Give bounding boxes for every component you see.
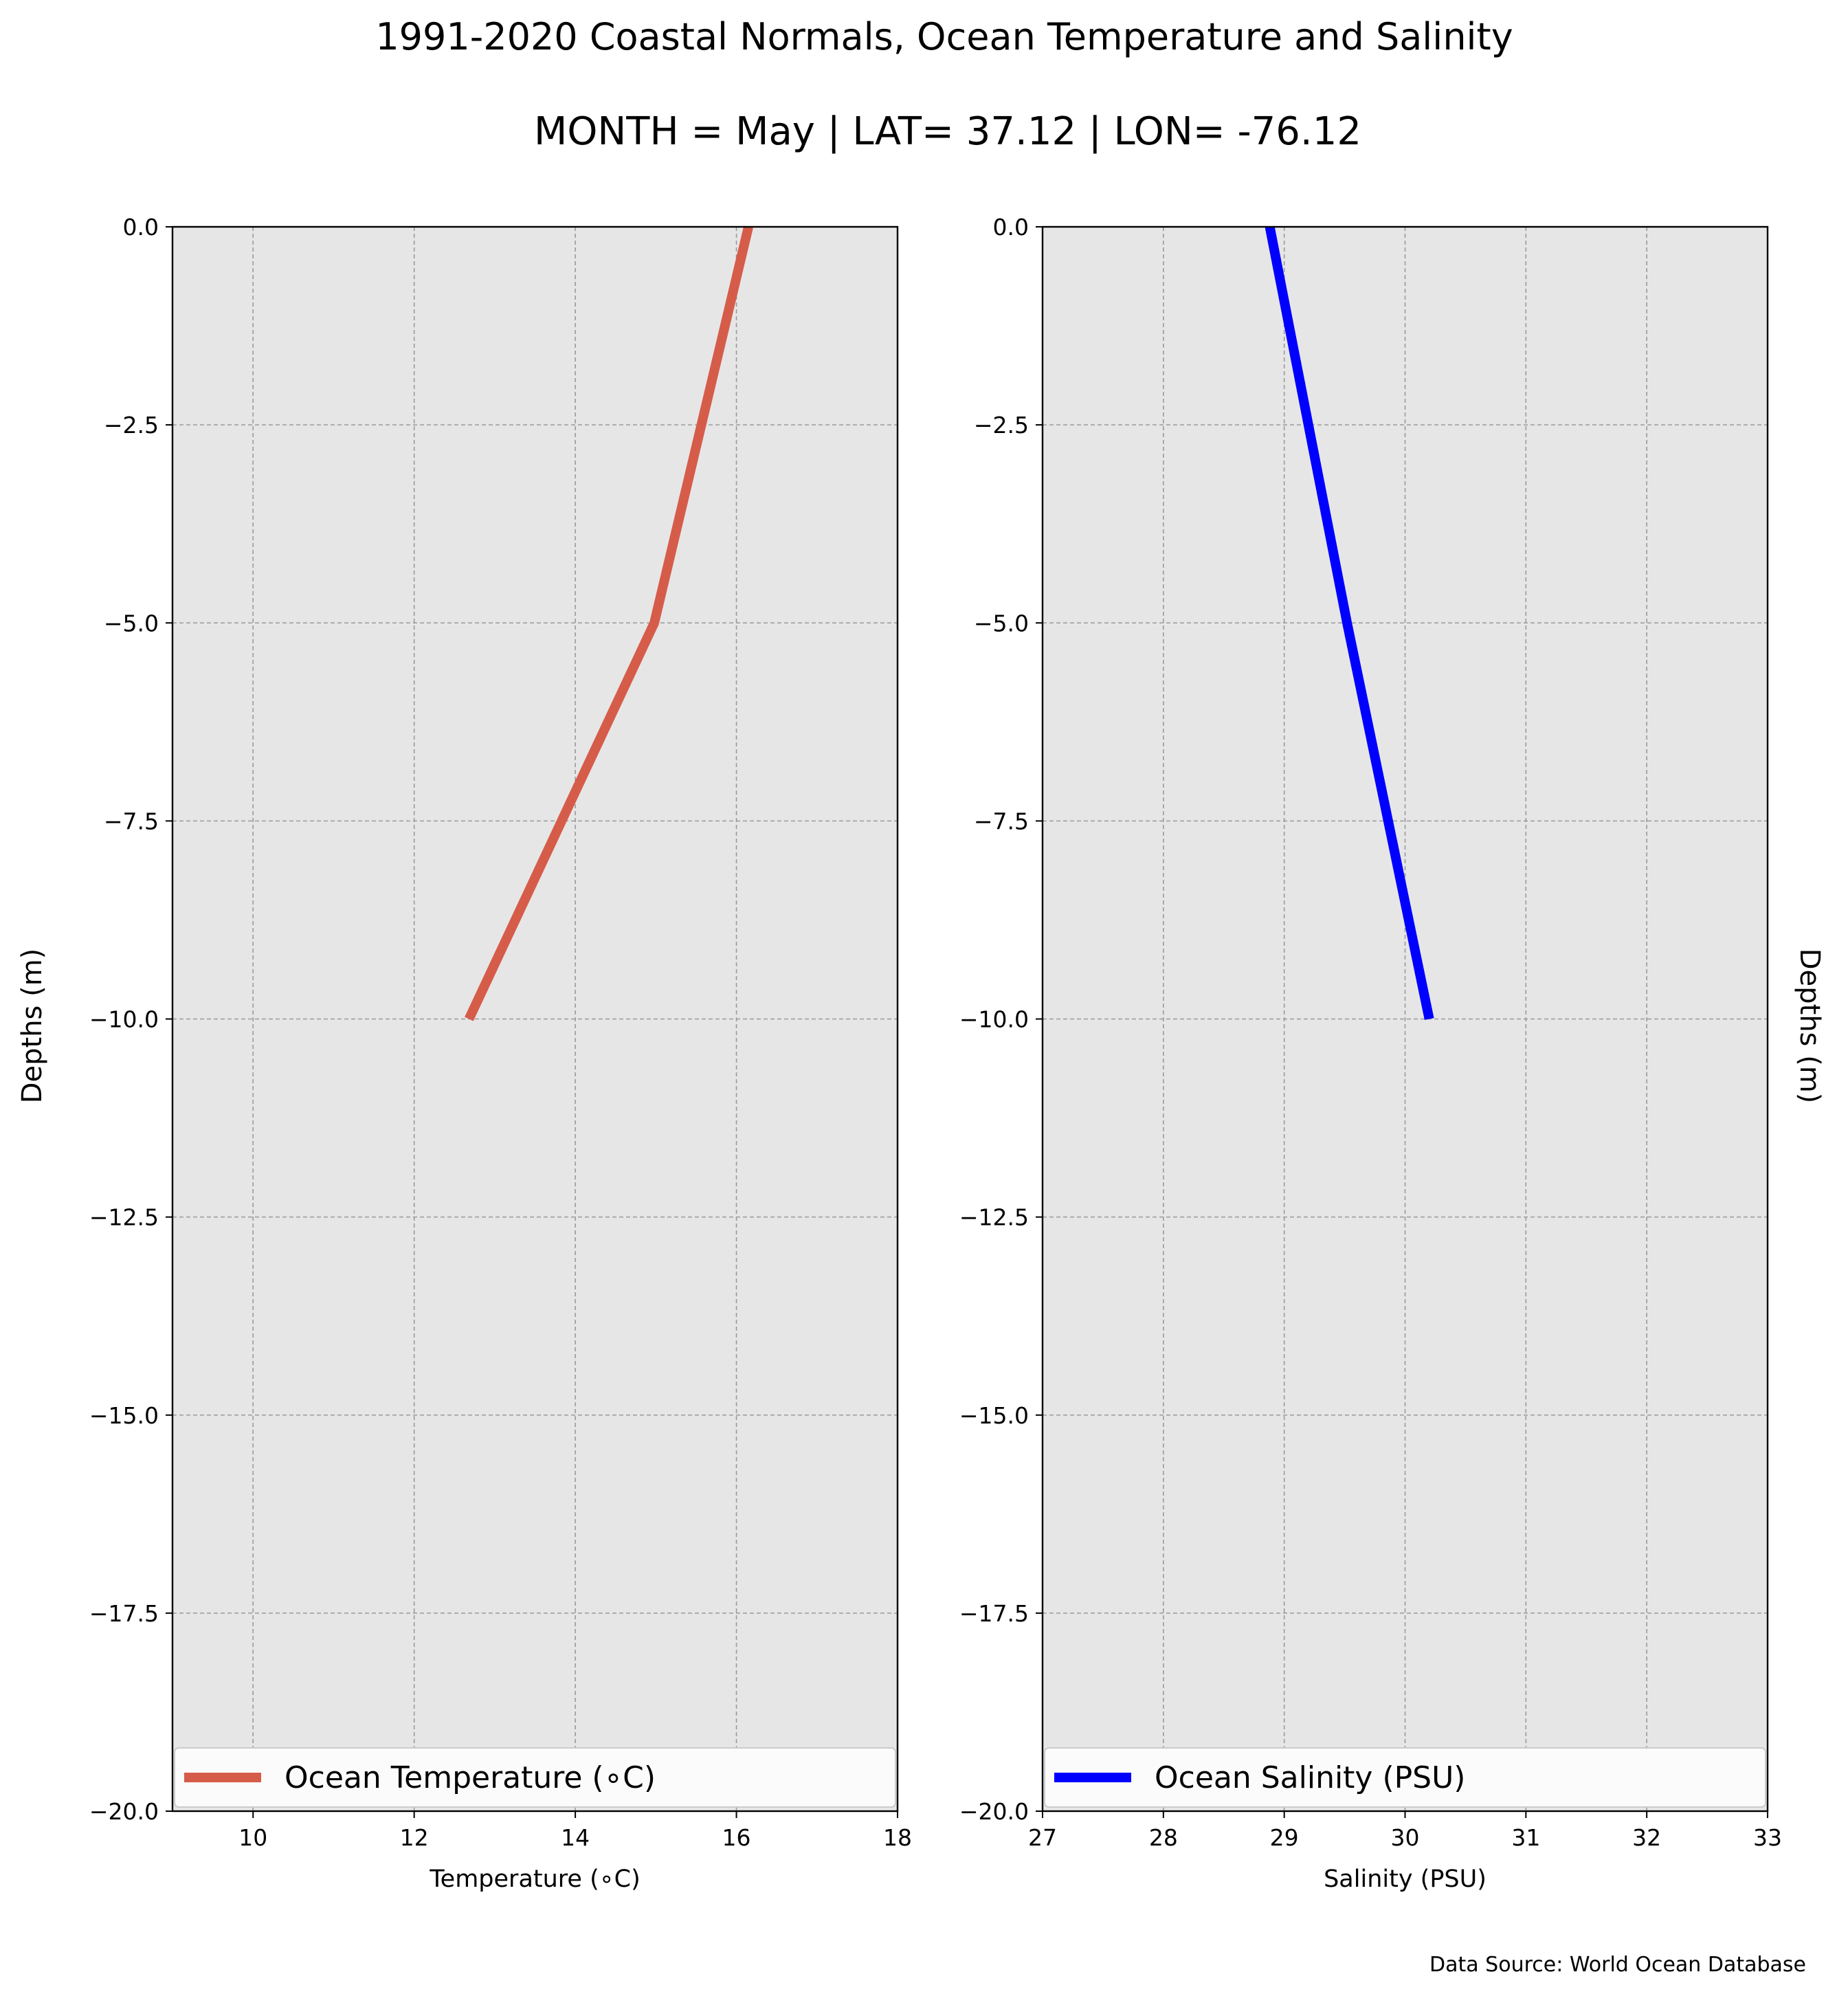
y-axis-label: Depths (m): [16, 949, 48, 1104]
y-tick-label: −17.5: [959, 1600, 1029, 1627]
figure-title: 1991-2020 Coastal Normals, Ocean Tempera…: [375, 15, 1513, 58]
legend-box: [174, 1747, 896, 1808]
x-tick-label: 12: [400, 1824, 429, 1851]
data-source-note: Data Source: World Ocean Database: [1429, 1953, 1806, 1977]
y-tick-label: 0.0: [993, 214, 1029, 241]
legend-label: Ocean Salinity (PSU): [1155, 1760, 1465, 1795]
temperature-panel: 0.0 −2.5 −5.0 −7.5 −10.0 −12.5 −15.0 −17.5 −20.0…: [16, 214, 912, 1893]
y-tick-label: −7.5: [104, 808, 159, 834]
y-tick-label: −2.5: [974, 412, 1029, 439]
series-line: [1265, 225, 1434, 1020]
y-tick-label: −2.5: [104, 412, 159, 439]
y-tick-label: −20.0: [959, 1798, 1029, 1825]
plot-area: [172, 227, 898, 1811]
legend: Ocean Salinity (PSU): [1044, 1747, 1766, 1808]
salinity-panel: 0.0 −2.5 −5.0 −7.5 −10.0 −12.5 −15.0 −17.5 −20.0…: [959, 214, 1825, 1893]
legend-box: [1044, 1747, 1766, 1808]
x-tick-label: 30: [1391, 1824, 1420, 1851]
y-tick-label: −15.0: [959, 1402, 1029, 1429]
y-tick-label: −15.0: [89, 1402, 159, 1429]
x-tick-label: 27: [1028, 1824, 1057, 1851]
y-tick-label: −12.5: [959, 1204, 1029, 1231]
x-tick-label: 33: [1753, 1824, 1782, 1851]
y-tick-label: −5.0: [974, 610, 1029, 636]
x-tick-label: 10: [238, 1824, 267, 1851]
x-tick-label: 16: [722, 1824, 751, 1851]
x-tick-label: 31: [1511, 1824, 1540, 1851]
y-axis-label: Depths (m): [1794, 949, 1825, 1104]
y-tick-label: −10.0: [89, 1006, 159, 1033]
x-tick-label: 29: [1270, 1824, 1299, 1851]
x-axis-label: Temperature (∘C): [429, 1865, 641, 1893]
x-tick-label: 18: [883, 1824, 912, 1851]
legend-label: Ocean Temperature (∘C): [285, 1760, 656, 1795]
y-tick-label: −12.5: [89, 1204, 159, 1231]
x-tick-label: 32: [1632, 1824, 1661, 1851]
y-tick-label: −7.5: [974, 808, 1029, 834]
series-line: [465, 225, 753, 1021]
y-tick-label: −5.0: [104, 610, 159, 636]
figure-subtitle: MONTH = May | LAT= 37.12 | LON= -76.12: [534, 109, 1361, 154]
x-tick-label: 14: [561, 1824, 590, 1851]
x-tick-label: 28: [1149, 1824, 1178, 1851]
y-tick-label: −20.0: [89, 1798, 159, 1825]
legend: Ocean Temperature (∘C): [174, 1747, 896, 1808]
y-tick-label: −10.0: [959, 1006, 1029, 1033]
x-axis-label: Salinity (PSU): [1324, 1865, 1487, 1893]
y-tick-label: 0.0: [123, 214, 159, 241]
y-tick-label: −17.5: [89, 1600, 159, 1627]
